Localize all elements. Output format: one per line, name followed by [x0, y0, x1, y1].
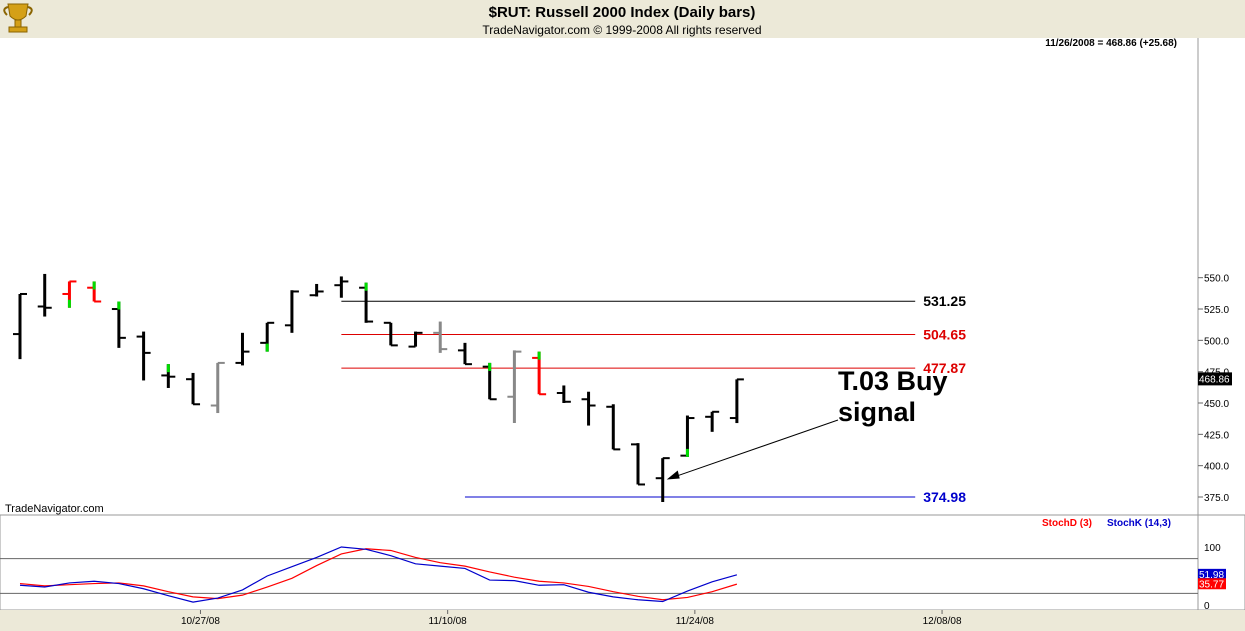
price-tick-label: 525.0 — [1204, 305, 1229, 316]
annotation-line2: signal — [838, 397, 916, 427]
price-bar — [210, 361, 225, 414]
chart-subtitle: TradeNavigator.com © 1999-2008 All right… — [482, 23, 761, 37]
price-bar — [87, 281, 102, 303]
last-price-label: 468.86 — [1199, 374, 1230, 385]
annotation-arrowhead — [666, 470, 680, 480]
level-label: 374.98 — [923, 489, 966, 505]
stoch-d-value: 35.77 — [1199, 579, 1224, 590]
date-tick-label: 11/10/08 — [429, 616, 468, 627]
price-bar — [334, 276, 349, 298]
price-tick-label: 425.0 — [1204, 430, 1229, 441]
chart-title: $RUT: Russell 2000 Index (Daily bars) — [489, 4, 756, 21]
stoch-tick-label: 0 — [1204, 601, 1210, 612]
price-bar — [433, 321, 448, 353]
price-bar — [383, 321, 398, 347]
price-bar — [309, 283, 324, 297]
price-bar — [729, 378, 744, 424]
last-price-badge — [1198, 372, 1232, 386]
stoch-k-legend: StochK (14,3) — [1107, 518, 1171, 529]
annotation-arrow — [672, 419, 839, 478]
trophy-icon — [3, 3, 33, 33]
price-tick-label: 375.0 — [1204, 493, 1229, 504]
stoch-k-line — [19, 546, 738, 603]
price-tick-label: 550.0 — [1204, 274, 1229, 285]
price-bar — [284, 290, 299, 333]
watermark: TradeNavigator.com — [5, 503, 104, 515]
price-bar — [631, 443, 645, 486]
price-bar — [136, 331, 151, 381]
price-tick-label: 450.0 — [1204, 399, 1229, 410]
price-bar — [359, 282, 374, 323]
date-tick-label: 10/27/08 — [181, 616, 220, 627]
price-bar — [408, 331, 423, 348]
price-bar — [186, 372, 201, 406]
date-axis-band — [0, 610, 1245, 631]
price-bar — [606, 404, 621, 451]
price-bar — [37, 273, 52, 317]
price-bar — [705, 410, 720, 432]
level-label: 531.25 — [923, 293, 966, 309]
price-bar — [482, 362, 497, 401]
header-band — [0, 0, 1245, 38]
price-bar — [532, 351, 547, 396]
price-bar — [556, 385, 571, 404]
price-tick-label: 400.0 — [1204, 462, 1229, 473]
stoch-tick-label: 100 — [1204, 543, 1221, 554]
price-bar — [235, 332, 250, 366]
level-label: 477.87 — [923, 360, 966, 376]
level-label: 504.65 — [923, 327, 966, 343]
stoch-d-legend: StochD (3) — [1042, 518, 1092, 529]
price-bar — [111, 301, 126, 348]
price-bar — [507, 350, 522, 424]
price-bar — [581, 391, 596, 426]
stoch-k-value: 51.98 — [1199, 570, 1224, 581]
price-bar — [13, 292, 27, 360]
price-bar — [457, 342, 472, 366]
price-bar — [260, 321, 275, 352]
date-tick-label: 12/08/08 — [923, 616, 962, 627]
price-tick-label: 500.0 — [1204, 336, 1229, 347]
price-panel — [0, 38, 1245, 515]
stoch-d-line — [19, 548, 738, 601]
stoch-d-badge — [1198, 578, 1226, 590]
price-bar — [680, 415, 695, 457]
price-bar — [62, 280, 77, 308]
price-bar — [655, 457, 670, 503]
last-quote: 11/26/2008 = 468.86 (+25.68) — [1045, 38, 1177, 49]
date-tick-label: 11/24/08 — [676, 616, 715, 627]
price-bar — [161, 364, 176, 388]
stoch-k-badge — [1198, 568, 1226, 580]
annotation-line1: T.03 Buy — [838, 366, 948, 396]
